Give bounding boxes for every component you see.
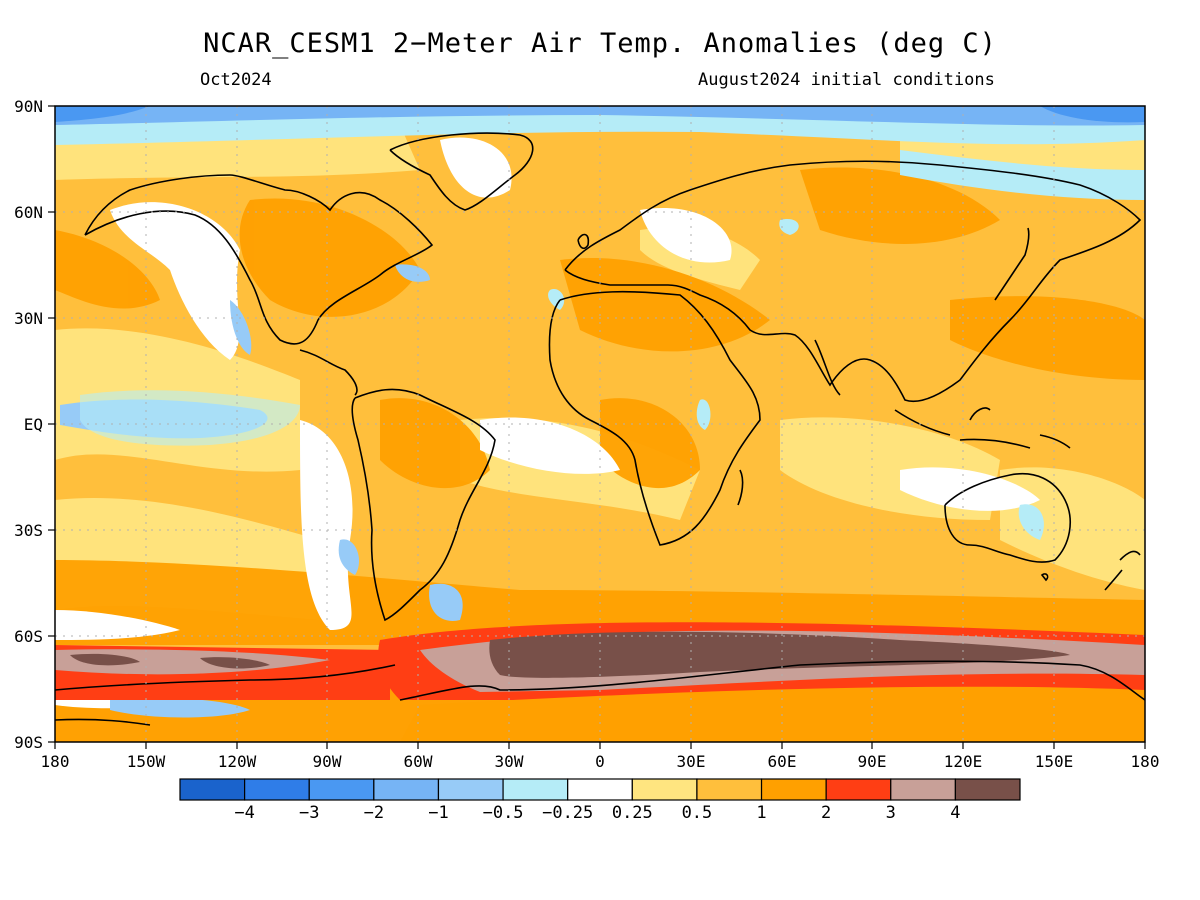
lat-label: 30S [14,521,43,540]
lon-label: 180 [41,752,70,771]
lon-label: 90E [858,752,887,771]
colorbar-tick-label: −1 [428,803,448,823]
lat-label: 90S [14,733,43,752]
colorbar-tick-label: −0.5 [483,803,524,823]
map-title: NCAR_CESM1 2−Meter Air Temp. Anomalies (… [203,28,997,59]
gridlines [55,106,1145,742]
lon-label: 60E [768,752,797,771]
colorbar-tick-label: 0.5 [682,803,713,823]
lon-label: 90W [313,752,342,771]
colorbar-tick-label: −0.25 [542,803,593,823]
lat-label: 60S [14,627,43,646]
lat-label: 30N [14,309,43,328]
lon-label: 30W [495,752,524,771]
lat-label: 60N [14,203,43,222]
latitude-labels: 90N 60N 30N EQ 30S 60S 90S [14,97,43,752]
colorbar-tick-label: 0.25 [612,803,653,823]
lon-label: 120E [944,752,983,771]
lon-label: 120W [218,752,257,771]
colorbar-swatch [502,778,569,801]
valid-month-label: Oct2024 [200,70,272,90]
colorbar-tick-label: −2 [364,803,384,823]
colorbar-swatch [890,778,956,801]
colorbar-swatch [825,778,892,801]
colorbar-tick-label: 4 [950,803,960,823]
lon-label: 150W [127,752,166,771]
colorbar-swatch [696,778,763,801]
colorbar-tick-label: −4 [234,803,254,823]
lat-label: 90N [14,97,43,116]
lon-label: 180 [1131,752,1160,771]
colorbar-swatch [179,778,246,801]
colorbar [179,778,1021,801]
colorbar-swatch [954,778,1021,801]
colorbar-labels: −4 −3 −2 −1 −0.5 −0.25 0.25 0.5 1 2 3 4 [234,803,960,823]
lon-label: 60W [404,752,433,771]
colorbar-tick-label: 2 [821,803,831,823]
colorbar-swatch [567,778,633,801]
longitude-labels: 180 150W 120W 90W 60W 30W 0 30E 60E 90E … [41,752,1160,771]
colorbar-tick-label: 3 [886,803,896,823]
colorbar-tick-label: 1 [756,803,766,823]
lon-label: 0 [595,752,605,771]
colorbar-tick-label: −3 [299,803,319,823]
lon-label: 30E [677,752,706,771]
colorbar-swatch [373,778,440,801]
colorbar-swatch [308,778,375,801]
coastlines [55,132,1145,726]
initial-conditions-label: August2024 initial conditions [698,70,995,90]
colorbar-swatch [760,778,827,801]
colorbar-swatch [244,778,310,801]
lon-label: 150E [1035,752,1074,771]
tick-marks [48,105,1146,749]
colorbar-swatch [631,778,698,801]
colorbar-swatch [437,778,504,801]
lat-label: EQ [24,415,43,434]
